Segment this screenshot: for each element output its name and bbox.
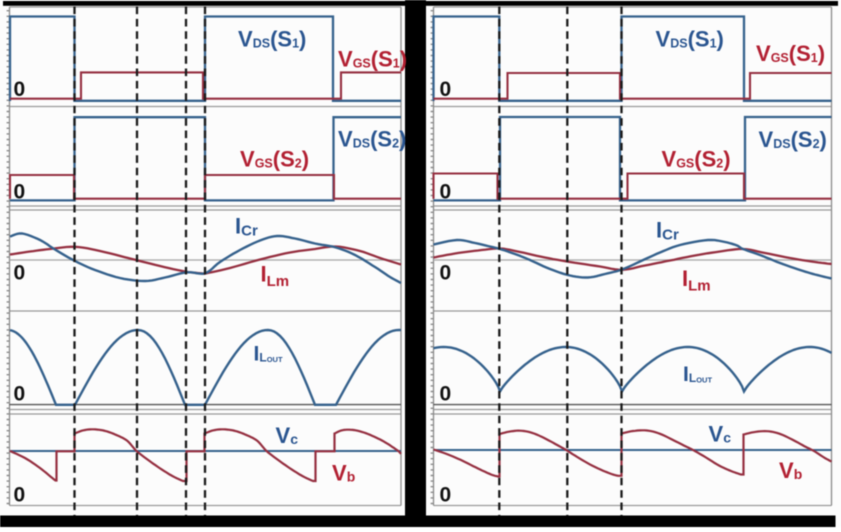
- svg-text:0: 0: [440, 383, 452, 406]
- svg-text:ICr: ICr: [656, 218, 679, 244]
- svg-text:0: 0: [14, 78, 26, 101]
- svg-text:0: 0: [440, 262, 452, 285]
- svg-text:0: 0: [14, 383, 26, 406]
- svg-text:VGS(S1): VGS(S1): [338, 47, 407, 72]
- svg-text:VGS(S1): VGS(S1): [756, 41, 825, 66]
- svg-text:0: 0: [440, 484, 452, 507]
- svg-text:0: 0: [440, 181, 452, 204]
- svg-text:VDS(S2): VDS(S2): [759, 127, 827, 152]
- svg-text:0: 0: [14, 181, 26, 204]
- svg-text:0: 0: [14, 484, 26, 507]
- svg-text:VGS(S2): VGS(S2): [662, 147, 731, 172]
- svg-text:0: 0: [440, 78, 452, 101]
- svg-text:0: 0: [14, 262, 26, 285]
